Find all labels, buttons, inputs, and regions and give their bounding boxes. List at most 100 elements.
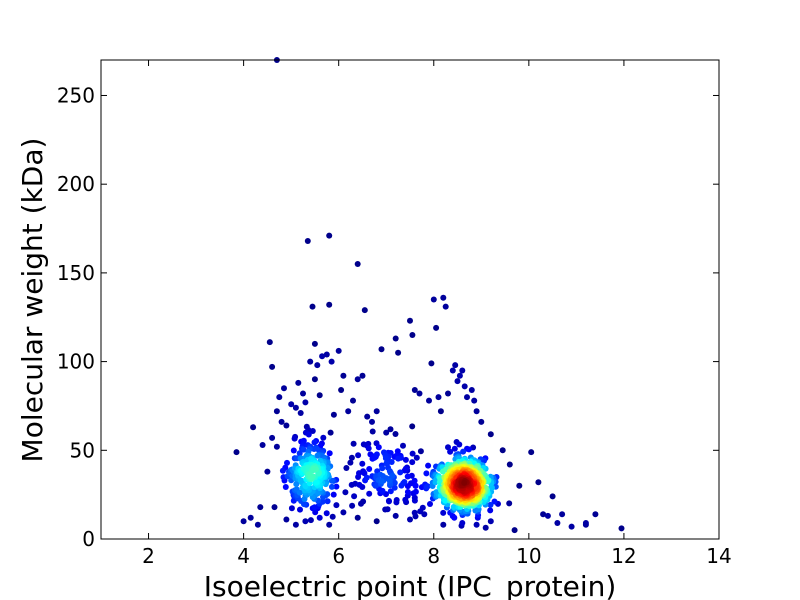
data-point <box>528 449 535 456</box>
data-point <box>366 466 373 472</box>
data-point <box>461 479 468 486</box>
data-point <box>314 452 321 459</box>
data-point <box>313 479 320 486</box>
data-point <box>288 505 295 512</box>
points-layer <box>233 57 625 534</box>
data-point <box>454 378 461 385</box>
data-point <box>411 477 418 484</box>
data-point <box>328 483 335 490</box>
data-point <box>407 516 413 523</box>
data-point <box>544 512 551 519</box>
data-point <box>363 474 370 481</box>
data-point <box>313 445 320 452</box>
data-point <box>506 461 513 468</box>
data-point <box>391 484 398 491</box>
data-point <box>348 481 355 488</box>
data-point <box>354 514 361 521</box>
data-point <box>250 424 257 431</box>
x-tick-label: 12 <box>611 544 636 568</box>
y-tick-label: 150 <box>57 261 95 285</box>
data-point <box>464 394 470 401</box>
data-point <box>442 303 449 310</box>
data-point <box>296 489 303 496</box>
data-point <box>302 399 309 406</box>
data-point <box>409 459 416 466</box>
data-point <box>254 521 261 528</box>
data-point <box>311 504 318 511</box>
data-point <box>487 501 494 508</box>
data-point <box>442 497 449 504</box>
data-point <box>359 460 366 467</box>
data-point <box>300 390 306 397</box>
data-point <box>342 489 349 496</box>
data-point <box>402 456 409 463</box>
data-point <box>304 238 311 244</box>
data-point <box>592 511 599 518</box>
data-point <box>311 340 318 347</box>
data-point <box>326 301 333 308</box>
data-point <box>343 465 350 471</box>
data-point <box>324 464 331 471</box>
data-point <box>311 439 318 446</box>
data-point <box>320 434 327 441</box>
data-point <box>409 332 416 338</box>
data-point <box>240 518 247 525</box>
data-point <box>426 397 432 404</box>
data-point <box>354 261 361 267</box>
data-point <box>411 387 418 393</box>
data-point <box>297 506 303 513</box>
data-point <box>326 232 333 239</box>
x-tick-label: 6 <box>332 544 345 568</box>
data-point <box>309 303 316 310</box>
data-point <box>499 447 506 454</box>
data-point <box>582 520 589 526</box>
data-point <box>395 455 402 462</box>
data-point <box>417 448 424 455</box>
data-point <box>379 465 386 472</box>
data-point <box>404 473 411 480</box>
data-point <box>383 429 390 436</box>
data-point <box>333 483 340 490</box>
data-point <box>413 454 420 461</box>
data-point <box>296 450 303 457</box>
data-point <box>473 408 480 415</box>
data-point <box>293 481 300 488</box>
data-point <box>354 376 361 383</box>
y-tick-label: 50 <box>70 438 95 462</box>
data-point <box>349 502 356 509</box>
data-point <box>264 468 271 475</box>
data-point <box>310 465 317 472</box>
data-point <box>307 517 314 524</box>
data-point <box>471 397 478 404</box>
data-point <box>549 493 556 500</box>
data-point <box>459 520 466 526</box>
data-point <box>284 459 290 466</box>
data-point <box>328 358 335 365</box>
data-point <box>361 307 368 314</box>
data-point <box>314 362 321 369</box>
data-point <box>450 504 457 510</box>
data-point <box>516 482 523 489</box>
data-point <box>394 448 401 455</box>
data-point <box>323 351 330 358</box>
x-tick-label: 4 <box>237 544 250 568</box>
data-point <box>309 428 316 434</box>
data-point <box>292 404 299 411</box>
ticks-layer: 2 4 6 8 10 12 14 0 50 100 150 200 250 <box>57 60 732 568</box>
data-point <box>314 489 321 496</box>
data-point <box>340 372 347 379</box>
data-point <box>473 521 480 528</box>
data-point <box>387 426 394 433</box>
data-point <box>273 443 280 450</box>
data-point <box>375 444 382 451</box>
data-point <box>535 479 542 486</box>
y-tick-label: 0 <box>82 527 95 551</box>
data-point <box>400 442 406 449</box>
data-point <box>373 408 380 415</box>
data-point <box>393 499 400 506</box>
data-point <box>389 472 396 479</box>
data-point <box>392 512 399 519</box>
data-point <box>319 498 326 505</box>
data-point <box>433 324 440 331</box>
data-point <box>338 387 345 393</box>
